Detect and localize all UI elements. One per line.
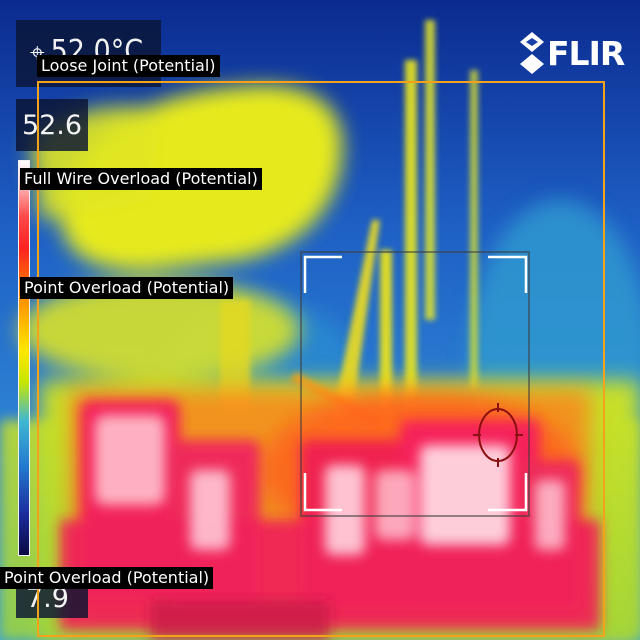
crosshair-icon[interactable]: [473, 403, 523, 467]
annotation-label-full-wire-overload[interactable]: Full Wire Overload (Potential): [20, 168, 262, 190]
annotation-label-loose-joint[interactable]: Loose Joint (Potential): [37, 55, 220, 77]
flir-brand-text: FLIR: [547, 33, 625, 73]
measurement-frame-icon: [303, 255, 528, 512]
annotation-label-point-overload-bottom[interactable]: Point Overload (Potential): [0, 567, 214, 589]
flir-logo: FLIR: [520, 32, 625, 74]
scale-max-value: 52.6: [16, 99, 88, 151]
color-scale-bar: [18, 160, 30, 556]
flir-diamond-logo-icon: [520, 32, 544, 74]
annotation-label-point-overload[interactable]: Point Overload (Potential): [20, 277, 234, 299]
roi-bounding-box[interactable]: [37, 81, 605, 637]
measurement-frame[interactable]: [300, 251, 530, 517]
